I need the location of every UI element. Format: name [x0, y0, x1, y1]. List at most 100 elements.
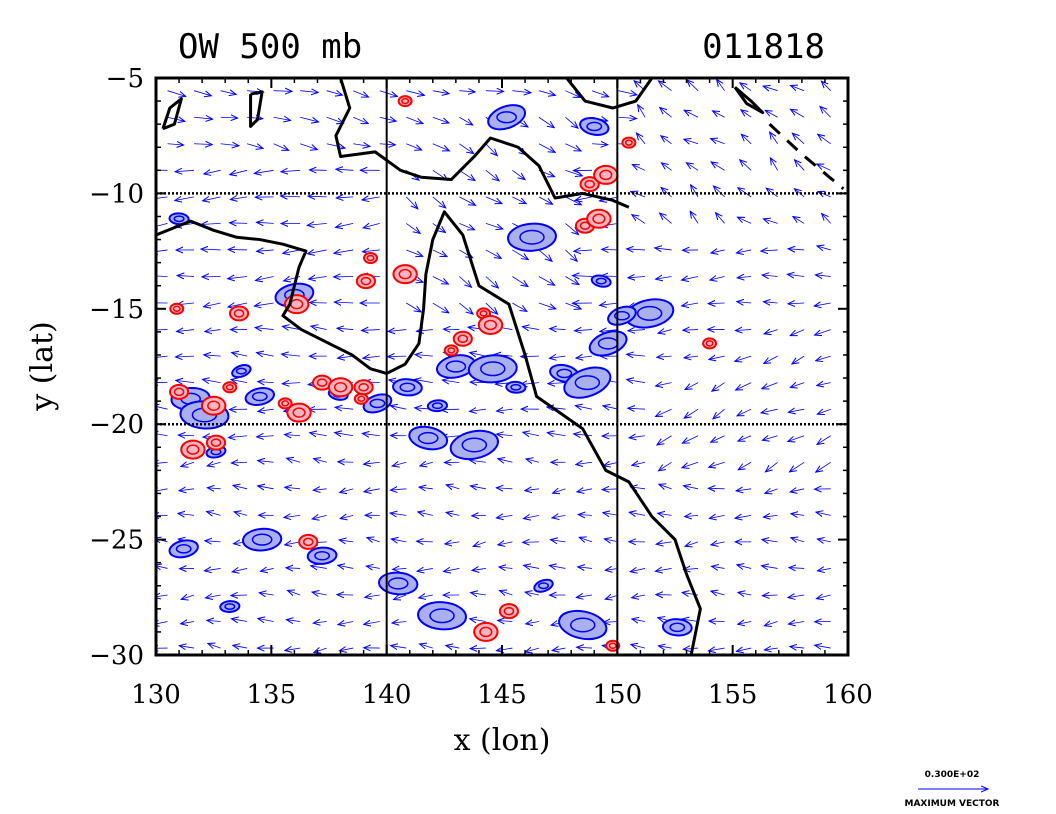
negative-ow-contour — [558, 609, 608, 641]
wind-vector — [790, 489, 805, 492]
negative-ow-contour — [235, 367, 247, 375]
positive-ow-contour — [327, 377, 354, 398]
wind-vector — [220, 117, 238, 118]
wind-vector — [287, 458, 301, 462]
wind-vector — [684, 356, 699, 358]
wind-vector — [790, 85, 805, 90]
wind-vector — [363, 356, 380, 358]
wind-vector — [353, 90, 368, 97]
y-tick-label: −20 — [89, 410, 144, 440]
wind-vector — [156, 489, 168, 492]
wind-vector — [565, 116, 578, 128]
wind-vector — [600, 330, 619, 332]
wind-vector — [459, 196, 475, 205]
wind-vector — [207, 512, 221, 516]
wind-vector — [312, 592, 327, 595]
wind-vector — [578, 514, 592, 515]
positive-ow-contour — [358, 383, 369, 392]
wind-vector — [485, 196, 502, 204]
wind-vector — [365, 595, 380, 597]
negative-ow-contour — [574, 375, 601, 391]
wind-vector — [167, 144, 184, 145]
wind-vector — [512, 91, 531, 93]
wind-vector — [738, 435, 752, 441]
positive-ow-feature — [452, 330, 473, 347]
wind-vector — [499, 591, 513, 595]
wind-vector — [737, 217, 752, 224]
date-label: 011818 — [702, 27, 825, 67]
positive-ow-contour — [397, 95, 413, 108]
x-tick-label: 155 — [708, 680, 758, 710]
wind-vector — [257, 222, 274, 223]
wind-vector — [735, 355, 752, 361]
wind-vector — [565, 249, 577, 261]
wind-vector — [790, 329, 805, 336]
positive-ow-contour — [222, 381, 238, 394]
wind-vector — [816, 512, 831, 515]
negative-ow-feature — [426, 399, 448, 413]
positive-ow-feature — [443, 344, 459, 357]
x-tick-label: 130 — [131, 680, 181, 710]
wind-vector — [791, 514, 805, 516]
negative-ow-contour — [306, 546, 338, 565]
positive-ow-feature — [353, 379, 374, 396]
wind-vector — [762, 275, 778, 276]
wind-vector — [788, 622, 805, 624]
wind-vector — [446, 645, 460, 648]
negative-ow-contour — [399, 382, 416, 393]
wind-vector — [656, 383, 672, 386]
x-tick-label: 145 — [477, 680, 527, 710]
wind-vector — [603, 622, 619, 623]
wind-vector — [737, 408, 752, 416]
wind-vector — [390, 406, 407, 410]
positive-ow-contour — [233, 309, 245, 318]
wind-vector — [419, 595, 433, 598]
positive-ow-contour — [205, 434, 227, 451]
wind-vector — [338, 356, 354, 358]
wind-vector — [629, 436, 646, 438]
wind-vector — [737, 302, 752, 303]
wind-vector — [632, 595, 646, 598]
wind-vector — [181, 462, 195, 466]
wind-vector — [762, 595, 778, 596]
wind-vector — [406, 143, 421, 150]
wind-vector — [605, 568, 619, 570]
positive-ow-contour — [477, 314, 504, 335]
wind-vector — [257, 250, 274, 251]
wind-vector — [156, 462, 168, 464]
wind-vector — [735, 515, 752, 518]
wind-vector — [470, 648, 486, 649]
wind-vector — [335, 433, 354, 436]
wind-vector — [390, 513, 407, 515]
wind-vector — [565, 276, 579, 284]
wind-vector — [711, 162, 725, 171]
wind-vector — [547, 433, 566, 436]
wind-vector — [636, 133, 646, 145]
wind-vector — [538, 143, 555, 153]
wind-vector — [790, 647, 805, 649]
wind-vector — [656, 542, 672, 544]
negative-ow-feature — [168, 539, 199, 559]
wind-vector — [795, 160, 805, 171]
negative-ow-contour — [431, 402, 443, 410]
positive-ow-contour — [498, 603, 520, 620]
wind-vector — [685, 542, 699, 546]
wind-vector — [339, 648, 354, 651]
positive-ow-contour — [584, 179, 595, 189]
wind-vector — [257, 353, 274, 356]
positive-ow-contour — [353, 379, 374, 396]
negative-ow-contour — [224, 603, 236, 610]
positive-ow-contour — [452, 330, 473, 347]
wind-vector — [432, 196, 446, 208]
positive-ow-feature — [222, 381, 238, 394]
wind-vector — [364, 462, 380, 464]
wind-vector — [205, 541, 221, 542]
wind-vector — [512, 276, 528, 286]
positive-ow-contour — [579, 221, 591, 230]
coastline-segment — [161, 97, 183, 131]
wind-vector — [202, 379, 221, 382]
wind-vector — [736, 489, 752, 491]
wind-vector — [788, 435, 805, 442]
wind-vector — [258, 486, 274, 489]
wind-vector — [761, 250, 778, 251]
